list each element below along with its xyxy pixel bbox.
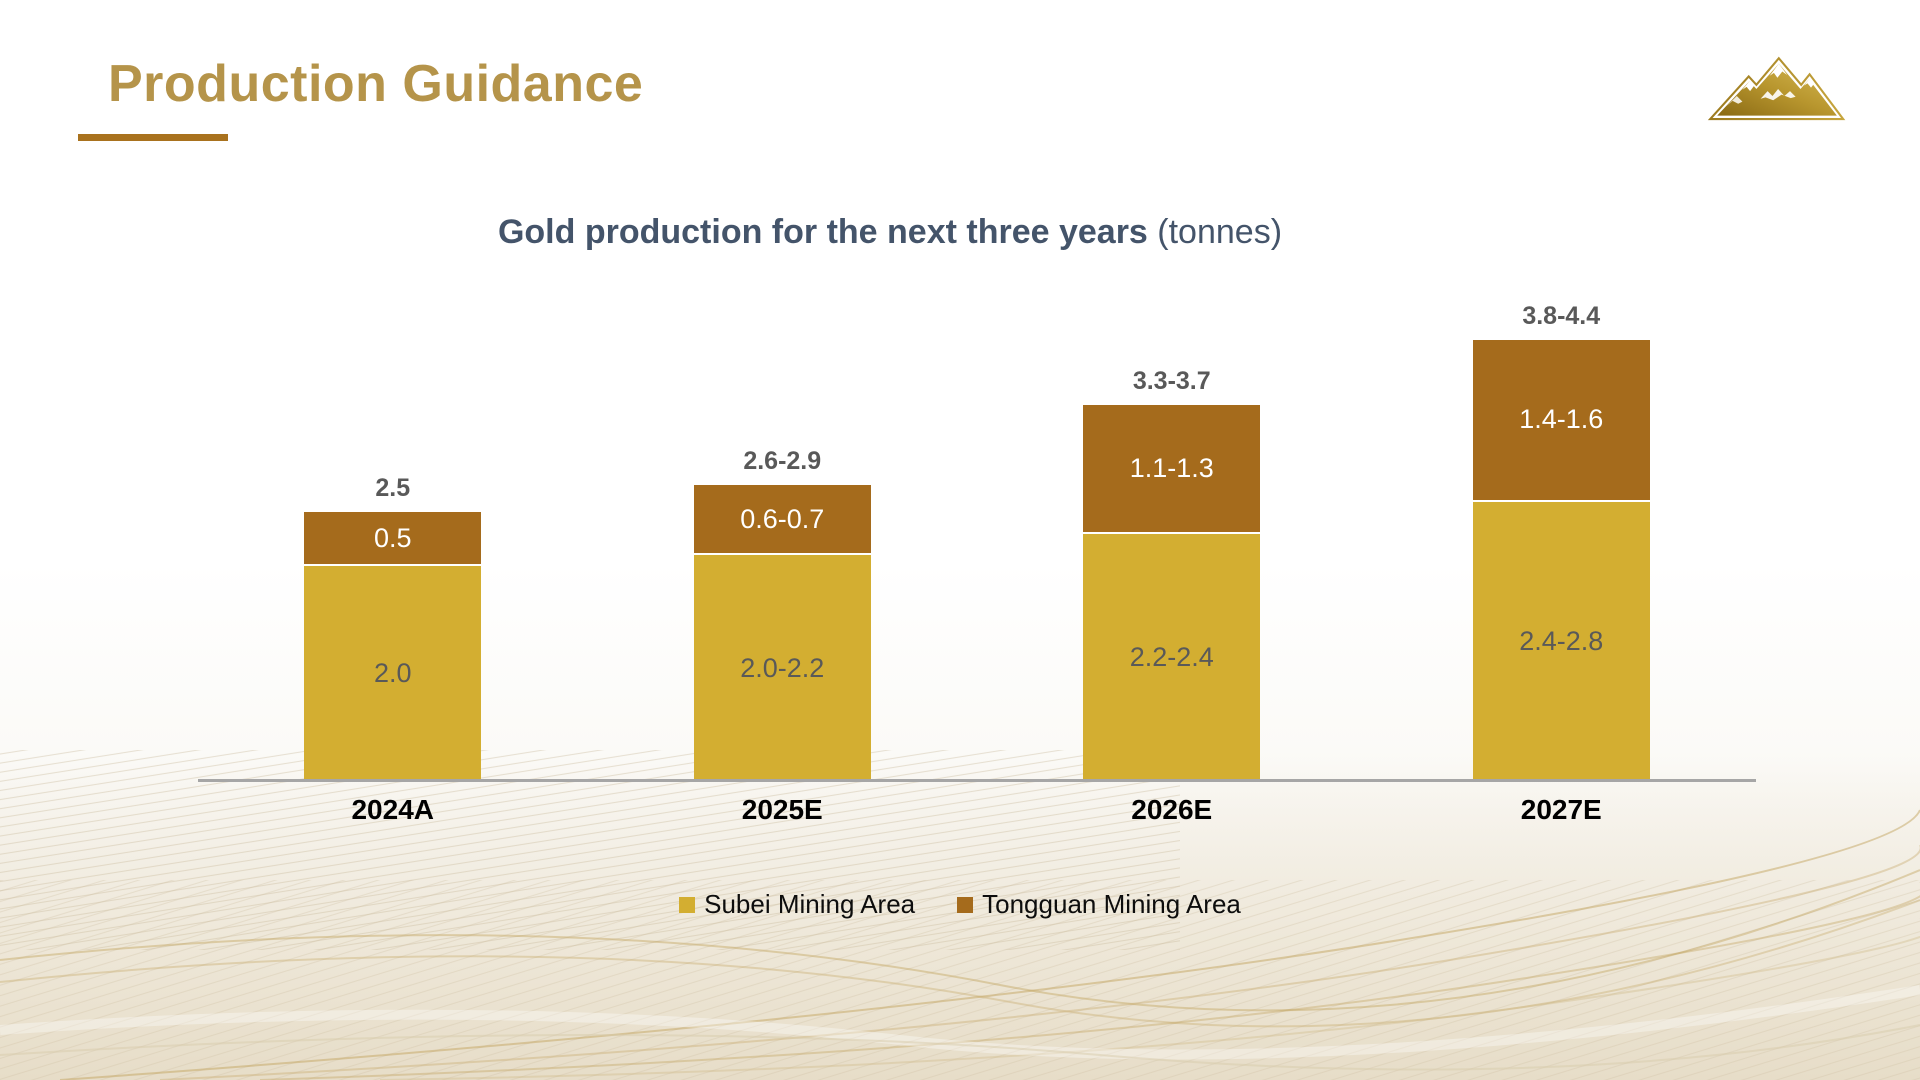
x-axis-line [198,779,1756,782]
gold-mountains-logo-icon [1707,56,1846,121]
chart-title-main: Gold production for the next three years [497,213,1148,251]
chart-title: Gold production for the next three years… [0,213,1780,252]
segment-value-label: 2.2-2.4 [1129,641,1214,672]
total-label: 3.3-3.7 [1132,366,1211,395]
category-label: 2024A [351,794,434,825]
bar-segment-subei: 2.2-2.4 [1083,533,1261,781]
bar-segment-subei: 2.4-2.8 [1472,501,1650,781]
segment-value-label: 1.4-1.6 [1519,404,1604,435]
bar-column-2025e: 2.6-2.9 0.6-0.7 2.0-2.2 [588,230,978,781]
legend-label: Tongguan Mining Area [982,889,1241,919]
legend-swatch-tongguan-icon [957,896,974,913]
total-label: 2.6-2.9 [743,447,822,476]
chart-title-units: (tonnes) [1147,213,1283,251]
page-title: Production Guidance [108,55,644,113]
title-underline [78,134,228,141]
chart-legend: Subei Mining Area Tongguan Mining Area [0,889,1920,920]
category-label: 2027E [1520,794,1602,825]
chart-area: 2.5 0.5 2.0 2.6-2.9 0.6-0.7 2.0-2.2 3.3-… [198,230,1756,781]
segment-value-label: 0.5 [373,522,412,553]
bar-segment-subei: 2.0 [304,566,482,781]
bar-segment-subei: 2.0-2.2 [693,555,871,781]
total-label: 3.8-4.4 [1522,302,1601,331]
bar-segment-tongguan: 1.1-1.3 [1083,404,1261,534]
segment-value-label: 2.4-2.8 [1519,625,1604,656]
segment-value-label: 2.0 [373,658,412,688]
category-label: 2026E [1131,794,1213,825]
legend-swatch-subei-icon [679,896,696,913]
bar-segment-tongguan: 1.4-1.6 [1472,340,1650,502]
total-label: 2.5 [375,474,411,503]
bar-segment-tongguan: 0.5 [304,512,482,566]
bar-segment-tongguan: 0.6-0.7 [693,485,871,556]
segment-value-label: 1.1-1.3 [1129,452,1214,483]
category-label: 2025E [741,794,823,825]
bar-column-2024a: 2.5 0.5 2.0 [198,230,588,781]
x-axis-labels: 2024A 2025E 2026E 2027E [198,794,1756,826]
bar-column-2026e: 3.3-3.7 1.1-1.3 2.2-2.4 [977,230,1367,781]
bar-column-2027e: 3.8-4.4 1.4-1.6 2.4-2.8 [1367,230,1757,781]
segment-value-label: 0.6-0.7 [740,503,825,534]
legend-label: Subei Mining Area [704,889,916,919]
segment-value-label: 2.0-2.2 [740,652,825,683]
legend-item-subei: Subei Mining Area [679,889,915,920]
legend-item-tongguan: Tongguan Mining Area [957,889,1241,920]
